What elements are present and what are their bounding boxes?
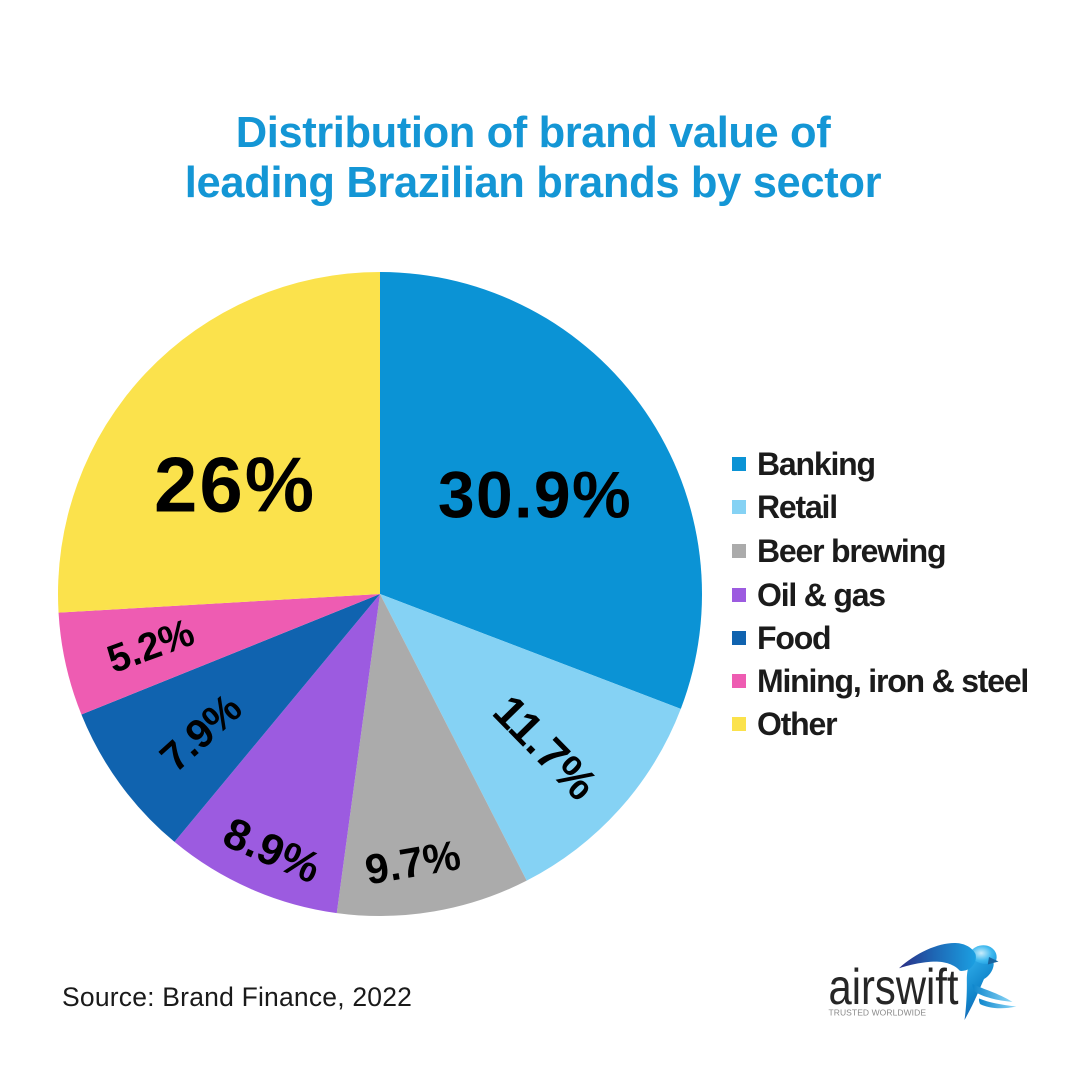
svg-text:30.9%: 30.9% [438, 458, 632, 532]
svg-text:26%: 26% [154, 441, 316, 529]
svg-text:airswift: airswift [829, 959, 959, 1015]
svg-text:TRUSTED WORLDWIDE: TRUSTED WORLDWIDE [829, 1008, 927, 1018]
